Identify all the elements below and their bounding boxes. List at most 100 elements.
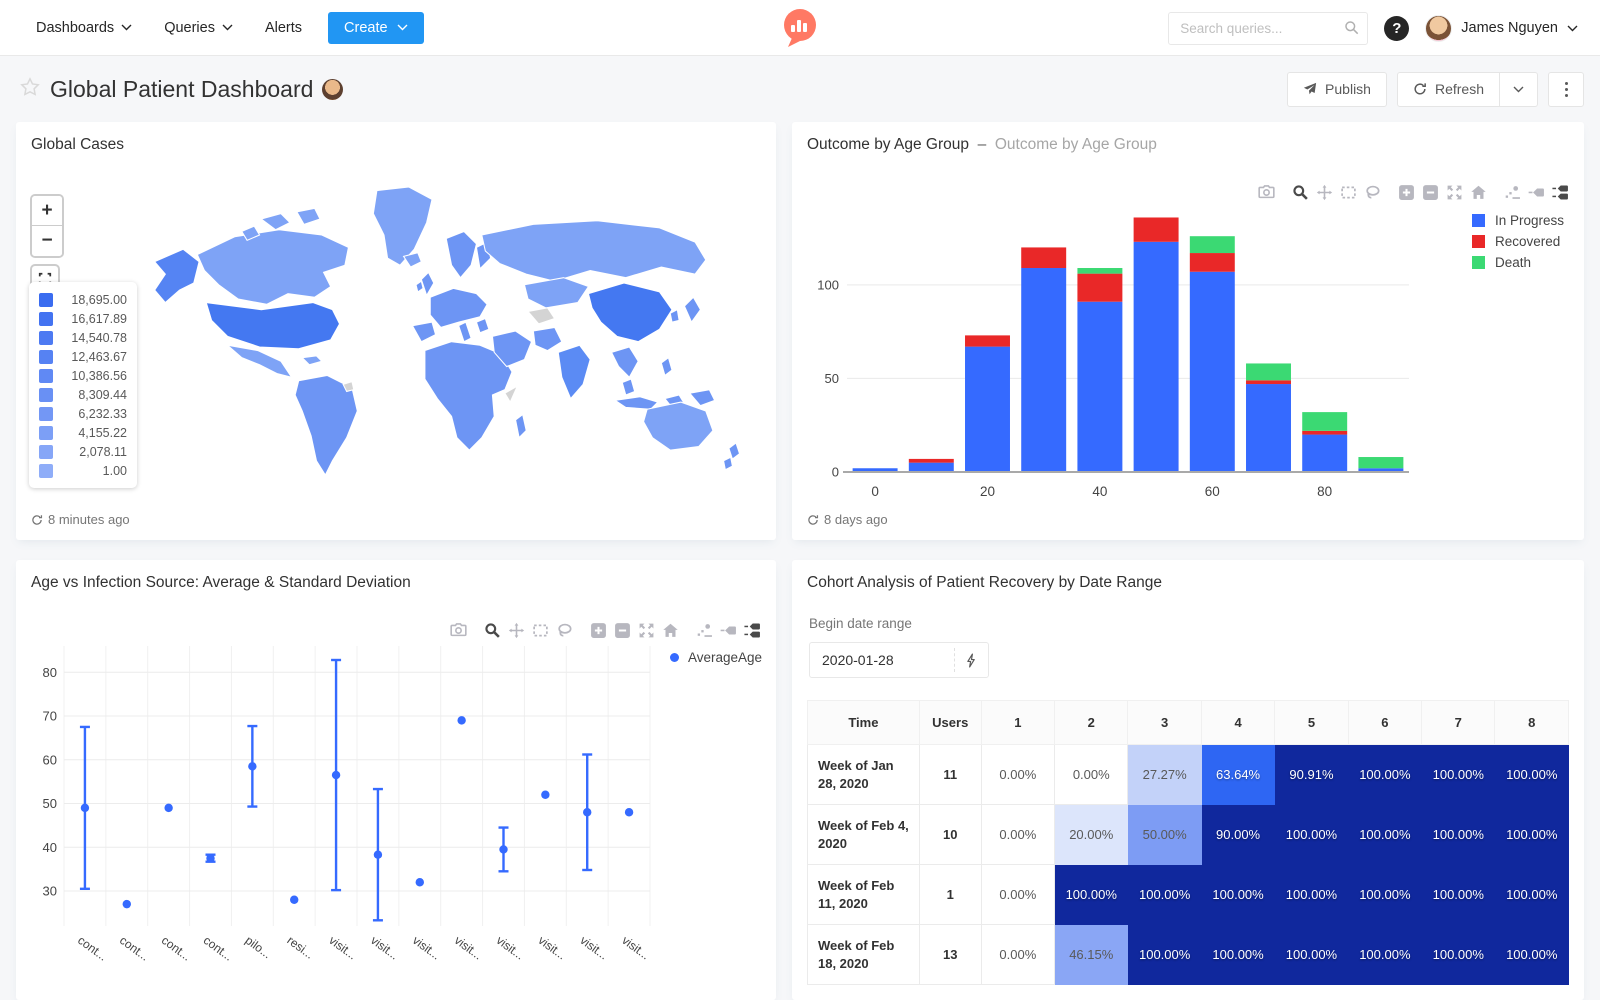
world-choropleth-map[interactable] bbox=[128, 166, 768, 496]
begin-date-input[interactable] bbox=[810, 652, 954, 668]
create-button[interactable]: Create bbox=[328, 11, 424, 44]
data-point[interactable] bbox=[164, 803, 173, 813]
lasso-icon[interactable] bbox=[556, 622, 573, 639]
zoom-icon[interactable] bbox=[484, 622, 501, 639]
camera-icon[interactable] bbox=[1258, 184, 1275, 201]
hover-closest-icon[interactable] bbox=[720, 622, 737, 639]
bar-segment[interactable] bbox=[1021, 268, 1067, 472]
bar-segment[interactable] bbox=[908, 458, 954, 463]
apply-parameter-button[interactable] bbox=[954, 648, 988, 672]
pan-icon[interactable] bbox=[1316, 184, 1333, 201]
refresh-dropdown-button[interactable] bbox=[1500, 71, 1538, 107]
bar-segment[interactable] bbox=[1189, 253, 1235, 272]
search-input[interactable] bbox=[1168, 11, 1369, 45]
cohort-percentage-cell: 100.00% bbox=[1127, 864, 1202, 925]
bar-segment[interactable] bbox=[1246, 380, 1291, 385]
publish-button[interactable]: Publish bbox=[1287, 71, 1387, 107]
table-row: Week of Feb 4, 2020 10 0.00% 20.00% 50.00% 90… bbox=[807, 804, 1569, 865]
hover-compare-icon[interactable] bbox=[1552, 184, 1569, 201]
data-point[interactable] bbox=[331, 770, 341, 780]
top-nav: Dashboards Queries Alerts Create bbox=[0, 0, 1600, 56]
spike-lines-icon[interactable] bbox=[696, 622, 713, 639]
bar-segment[interactable] bbox=[1133, 241, 1179, 472]
chart-legend: In Progress Recovered Death bbox=[1471, 210, 1564, 273]
refresh-icon bbox=[32, 514, 43, 525]
data-point[interactable] bbox=[499, 845, 508, 854]
create-button-label: Create bbox=[344, 19, 388, 36]
bar-segment[interactable] bbox=[1246, 384, 1291, 472]
data-point[interactable] bbox=[373, 850, 383, 859]
zoom-out-button[interactable]: − bbox=[32, 226, 62, 256]
bar-segment[interactable] bbox=[1302, 430, 1348, 435]
bar-segment[interactable] bbox=[1302, 434, 1348, 472]
search-icon[interactable] bbox=[1344, 20, 1359, 40]
camera-icon[interactable] bbox=[450, 622, 467, 639]
box-select-icon[interactable] bbox=[1340, 184, 1357, 201]
hover-compare-icon[interactable] bbox=[744, 622, 761, 639]
bar-segment[interactable] bbox=[852, 468, 898, 472]
nav-alerts-label: Alerts bbox=[264, 19, 303, 36]
bar-segment[interactable] bbox=[1077, 301, 1123, 472]
user-menu[interactable]: James Nguyen bbox=[1425, 14, 1578, 42]
cohort-time-cell: Week of Feb 11, 2020 bbox=[807, 864, 920, 925]
bar-segment[interactable] bbox=[1021, 247, 1067, 269]
legend-swatch bbox=[39, 387, 53, 402]
bar-segment[interactable] bbox=[1302, 412, 1348, 431]
bar-segment[interactable] bbox=[965, 346, 1010, 472]
legend-item[interactable]: Recovered bbox=[1471, 231, 1564, 252]
bar-segment[interactable] bbox=[965, 335, 1010, 347]
spike-lines-icon[interactable] bbox=[1504, 184, 1521, 201]
autoscale-icon[interactable] bbox=[1446, 184, 1463, 201]
nav-alerts[interactable]: Alerts bbox=[253, 12, 314, 44]
zoom-out-icon[interactable] bbox=[1422, 184, 1439, 201]
legend-item[interactable]: In Progress bbox=[1471, 210, 1564, 231]
favorite-star-icon[interactable] bbox=[20, 76, 40, 102]
bar-segment[interactable] bbox=[1077, 273, 1123, 302]
bar-segment[interactable] bbox=[1077, 268, 1123, 274]
data-point[interactable] bbox=[541, 790, 550, 799]
x-tick-label: visit... bbox=[619, 933, 652, 962]
data-point[interactable] bbox=[248, 762, 257, 771]
zoom-in-icon[interactable] bbox=[590, 622, 607, 639]
nav-queries[interactable]: Queries bbox=[152, 12, 245, 44]
chart-legend[interactable]: AverageAge bbox=[669, 650, 762, 665]
pan-icon[interactable] bbox=[508, 622, 525, 639]
refresh-button[interactable]: Refresh bbox=[1396, 71, 1500, 107]
redash-logo[interactable] bbox=[780, 7, 820, 49]
data-point[interactable] bbox=[415, 878, 424, 887]
date-parameter bbox=[809, 642, 989, 678]
zoom-icon[interactable] bbox=[1292, 184, 1309, 201]
more-options-button[interactable] bbox=[1548, 71, 1584, 107]
bar-segment[interactable] bbox=[908, 462, 954, 472]
zoom-out-icon[interactable] bbox=[614, 622, 631, 639]
zoom-in-button[interactable]: + bbox=[32, 196, 62, 226]
bar-segment[interactable] bbox=[1358, 468, 1404, 472]
zoom-in-icon[interactable] bbox=[1398, 184, 1415, 201]
data-point[interactable] bbox=[457, 716, 466, 725]
lasso-icon[interactable] bbox=[1364, 184, 1381, 201]
reset-home-icon[interactable] bbox=[1470, 184, 1487, 201]
legend-item[interactable]: Death bbox=[1471, 252, 1564, 273]
box-select-icon[interactable] bbox=[532, 622, 549, 639]
bar-segment[interactable] bbox=[1358, 457, 1404, 469]
data-point[interactable] bbox=[206, 853, 215, 863]
hover-closest-icon[interactable] bbox=[1528, 184, 1545, 201]
data-point[interactable] bbox=[583, 808, 592, 817]
autoscale-icon[interactable] bbox=[638, 622, 655, 639]
data-point[interactable] bbox=[122, 899, 131, 909]
map-legend-item: 2,078.11 bbox=[39, 442, 127, 461]
data-point[interactable] bbox=[290, 895, 299, 904]
bar-segment[interactable] bbox=[1189, 236, 1235, 254]
bar-segment[interactable] bbox=[1189, 271, 1235, 472]
reset-home-icon[interactable] bbox=[662, 622, 679, 639]
legend-value: 18,695.00 bbox=[71, 292, 127, 307]
stacked-bar-chart[interactable]: 0 50 100 0 20 40 60 80 bbox=[807, 198, 1417, 504]
bar-segment[interactable] bbox=[1246, 363, 1291, 381]
bar-segment[interactable] bbox=[1133, 217, 1179, 242]
nav-dashboards[interactable]: Dashboards bbox=[24, 12, 144, 44]
y-tick-label: 30 bbox=[43, 884, 57, 899]
help-icon[interactable]: ? bbox=[1384, 15, 1410, 41]
data-point[interactable] bbox=[624, 808, 634, 817]
data-point[interactable] bbox=[80, 803, 90, 813]
